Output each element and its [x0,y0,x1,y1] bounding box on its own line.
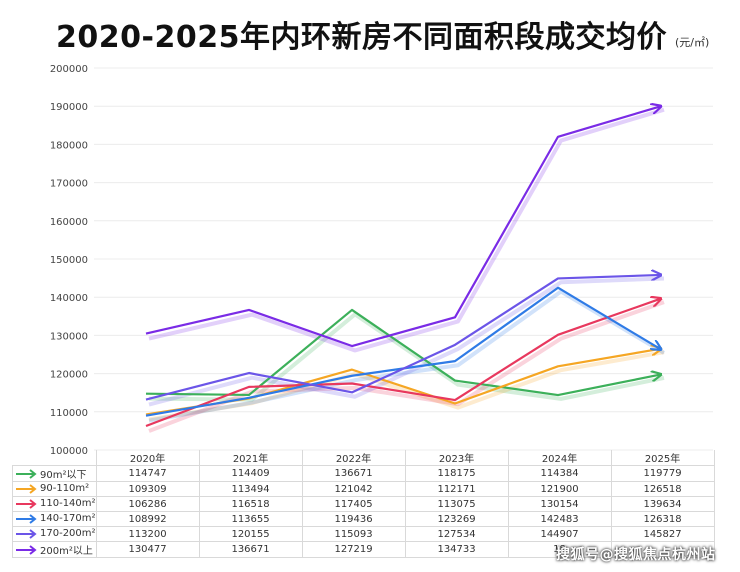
legend-arrow-icon [16,544,37,555]
table-row: 140-170m² 108992 113655 119436 123269 142483 1… [12,511,715,527]
data-label: 123269 [404,511,509,527]
y-tick-label: 140000 [50,293,88,304]
data-label: 106286 [95,496,200,512]
chart-title-block: 2020-2025年内环新房不同面积段成交均价 (元/㎡) [56,8,709,56]
table-corner [13,450,97,466]
legend-arrow-icon [16,483,37,494]
data-label: 114409 [198,465,303,482]
series-line [145,275,661,401]
x-category-label: 2023年 [404,450,509,466]
y-tick-label: 200000 [50,64,88,75]
data-label: 117405 [301,496,406,512]
legend-entry: 170-200m² [12,526,97,542]
y-tick-label: 180000 [50,140,88,151]
x-category-label: 2024年 [507,450,612,466]
y-tick-label: 120000 [50,370,88,381]
y-tick-label: 130000 [50,331,88,342]
data-label: 139634 [610,496,715,512]
data-label: 127534 [404,526,509,542]
data-label: 145827 [610,526,715,542]
data-label: 118175 [404,465,509,482]
legend-arrow-icon [16,528,37,539]
legend-arrow-icon [16,513,37,524]
data-label: 113200 [95,526,200,542]
legend-label: 200m²以上 [40,546,93,557]
data-table: 2020年 2021年 2022年 2023年 2024年 2025年 90m²以下 1147… [12,450,715,558]
table-row: 90-110m² 109309 113494 121042 112171 121900 12… [12,481,715,497]
y-tick-label: 160000 [50,217,88,228]
table-header-row: 2020年 2021年 2022年 2023年 2024年 2025年 [13,450,715,466]
data-label: 127219 [301,541,406,558]
legend-arrow-icon [16,498,37,509]
data-label: 120155 [198,526,303,542]
data-label: 115093 [301,526,406,542]
legend-entry: 90-110m² [12,481,97,497]
data-label: 142483 [507,511,612,527]
series-shadow [148,289,666,423]
data-label: 144907 [507,526,612,542]
data-label: 113494 [198,481,303,497]
series-shadow [148,276,665,407]
table-row: 90m²以下 114747 114409 136671 118175 114384 1197… [12,465,715,482]
legend-entry: 110-140m² [12,496,97,512]
legend-entry: 200m²以上 [12,541,97,558]
data-label: 126518 [610,481,715,497]
series-line [145,106,661,348]
y-tick-label: 170000 [50,179,88,190]
y-tick-label: 150000 [50,255,88,266]
data-label: 109309 [95,481,200,497]
legend-label: 90-110m² [40,483,90,495]
chart-title: 2020-2025年内环新房不同面积段成交均价 [56,20,667,55]
data-label: 121042 [301,481,406,497]
y-tick-label: 100000 [50,446,88,457]
legend-arrow-icon [16,468,37,479]
data-label: 108992 [95,511,200,527]
data-label: 121900 [507,481,612,497]
data-label: 119779 [610,465,715,482]
data-label: 116518 [198,496,303,512]
x-category-label: 2025年 [610,450,715,466]
y-tick-label: 190000 [50,102,88,113]
table-row: 170-200m² 113200 120155 115093 127534 144907 1… [12,526,715,542]
data-label: 134733 [404,541,509,558]
x-category-label: 2020年 [95,450,200,466]
legend-label: 140-170m² [40,513,96,525]
series-shadow [148,300,665,433]
data-label: 126318 [610,511,715,527]
data-label: 130154 [507,496,612,512]
data-label: 112171 [404,481,509,497]
data-label: 113655 [198,511,303,527]
data-label: 114384 [507,465,612,482]
table-row: 110-140m² 106286 116518 117405 113075 130154 1… [12,496,715,512]
data-label: 113075 [404,496,509,512]
series-line [145,299,661,428]
table-row: 200m²以上 130477 136671 127219 134733 18 [12,541,715,558]
data-label: 130477 [95,541,200,558]
series-shadow [148,107,665,353]
series-shadow [148,350,665,422]
series-line [145,308,661,397]
data-label: 136671 [198,541,303,558]
y-tick-label: 110000 [50,408,88,419]
legend-entry: 90m²以下 [12,465,97,482]
watermark: 搜狐号@搜狐焦点杭州站 [556,547,716,563]
data-label: 114747 [95,465,200,482]
legend-label: 110-140m² [40,498,96,510]
data-label: 136671 [301,465,406,482]
legend-label: 90m²以下 [40,470,87,481]
data-label [610,541,715,558]
x-category-label: 2022年 [301,450,406,466]
unit-label: (元/㎡) [674,36,710,49]
x-category-label: 2021年 [198,450,303,466]
data-label: 119436 [301,511,406,527]
legend-entry: 140-170m² [12,511,97,527]
legend-label: 170-200m² [40,528,96,540]
